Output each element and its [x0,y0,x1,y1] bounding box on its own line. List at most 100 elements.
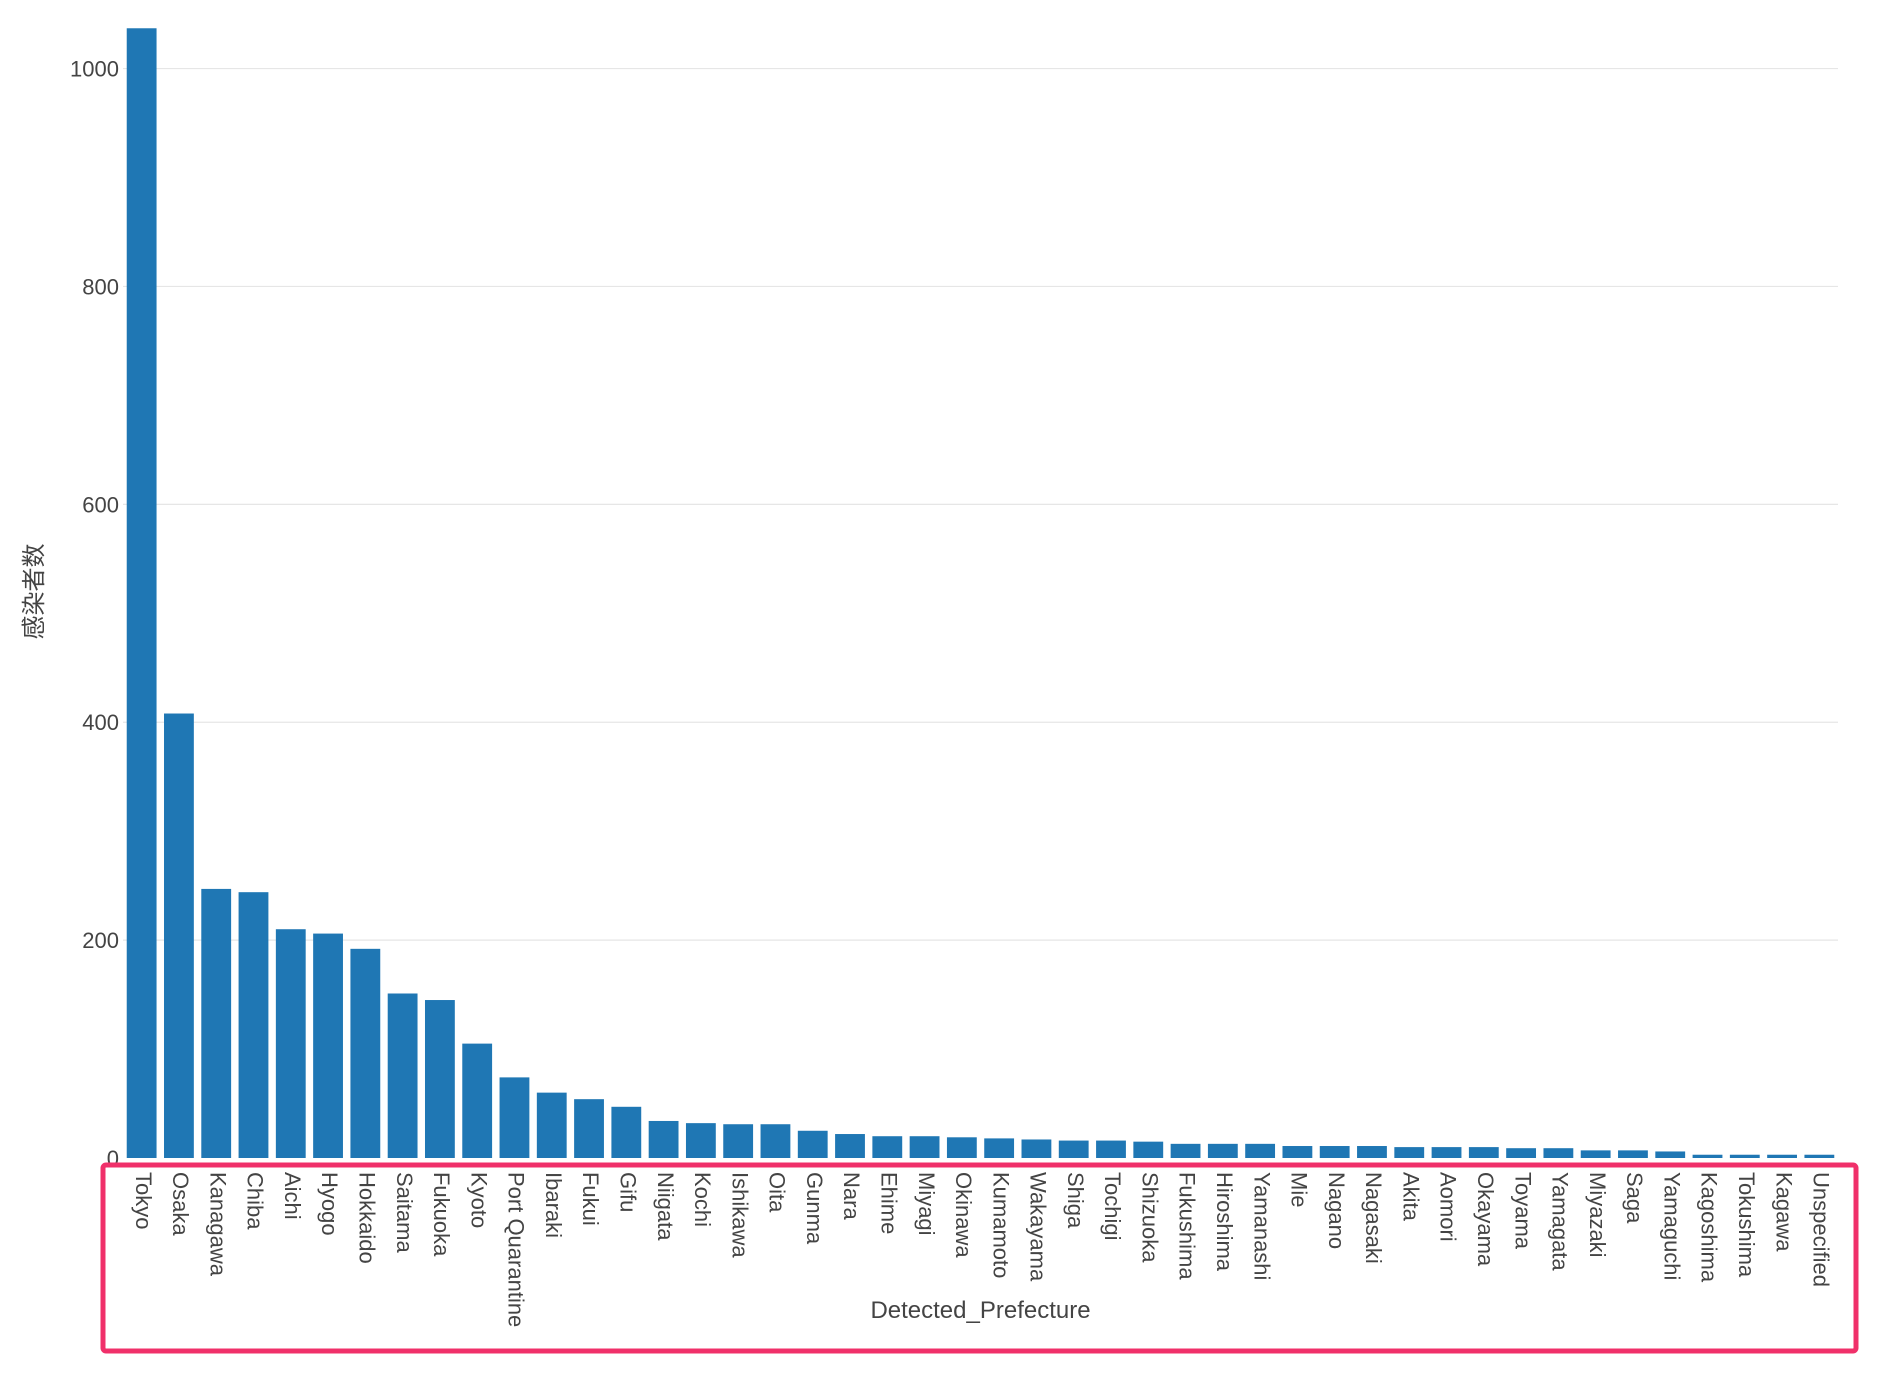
bar[interactable] [835,1134,865,1158]
bar[interactable] [872,1136,903,1158]
x-tick-label: Chiba [243,1172,268,1230]
x-tick-label: Nara [839,1172,864,1220]
bar[interactable] [1506,1148,1537,1158]
bar[interactable] [1580,1150,1611,1158]
bar[interactable] [648,1120,679,1158]
bar[interactable] [1543,1148,1574,1158]
bar[interactable] [760,1124,791,1158]
x-tick-label: Tokyo [131,1172,156,1229]
x-tick-label: Yamagata [1548,1172,1573,1271]
x-tick-label: Ibaraki [541,1172,566,1238]
bar[interactable] [462,1043,493,1158]
bar[interactable] [1804,1154,1835,1158]
bar[interactable] [797,1130,828,1158]
x-tick-label: Port Quarantine [504,1172,529,1327]
x-tick-label: Tochigi [1100,1172,1125,1240]
x-tick-label: Hyogo [317,1172,342,1236]
bar[interactable] [1767,1154,1797,1158]
x-tick-label: Hokkaido [355,1172,380,1264]
bar[interactable] [611,1106,642,1158]
bar[interactable] [1729,1154,1760,1158]
y-tick-label: 600 [82,492,119,517]
x-tick-label: Gifu [616,1172,641,1212]
bar[interactable] [1357,1146,1387,1158]
bar[interactable] [387,993,418,1158]
gridlines [123,67,1838,941]
x-tick-label: Miyagi [914,1172,939,1236]
x-tick-label: Saitama [392,1172,417,1253]
bar[interactable] [499,1077,530,1158]
bar[interactable] [536,1092,567,1158]
x-tick-label: Unspecified [1809,1172,1834,1287]
bar[interactable] [1058,1140,1089,1158]
bar[interactable] [424,1000,455,1158]
bar[interactable] [1319,1146,1350,1158]
bar[interactable] [1096,1140,1126,1158]
bar[interactable] [238,892,269,1158]
bar[interactable] [350,948,381,1158]
highlight-box [100,1162,1859,1354]
x-tick-label: Osaka [168,1172,193,1236]
x-axis-title: Detected_Prefecture [870,1297,1090,1324]
bar[interactable] [1431,1147,1462,1158]
x-tick-label: Nagasaki [1361,1172,1386,1264]
y-tick-label: 200 [82,928,119,953]
x-tick-label: Saga [1622,1172,1647,1224]
x-tick-label: Aomori [1436,1172,1461,1242]
x-tick-label: Shiga [1063,1172,1088,1229]
x-tick-label: Nagano [1324,1172,1349,1249]
bar[interactable] [1468,1147,1499,1158]
bar[interactable] [1245,1143,1276,1158]
x-tick-label: Oita [765,1172,790,1213]
x-tick-label: Ehime [876,1172,901,1234]
x-tick-label: Kochi [690,1172,715,1227]
bar[interactable] [1618,1150,1648,1158]
x-tick-label: Aichi [280,1172,305,1220]
x-tick-label: Niigata [653,1172,678,1241]
bar[interactable] [946,1137,977,1158]
x-tick-label: Wakayama [1026,1172,1051,1282]
x-tick-label: Fukushima [1175,1172,1200,1280]
bar[interactable] [723,1124,754,1158]
x-tick-label: Toyama [1510,1172,1535,1250]
x-tick-label: Kumamoto [988,1172,1013,1278]
bar[interactable] [1692,1154,1723,1158]
bar[interactable] [909,1136,940,1158]
bar[interactable] [984,1138,1015,1158]
bar[interactable] [1207,1143,1238,1158]
bar[interactable] [1394,1147,1425,1158]
bar[interactable] [275,929,306,1158]
bar[interactable] [126,28,157,1158]
bar[interactable] [1282,1146,1313,1158]
x-tick-label: Akita [1398,1172,1423,1222]
x-tick-label: Fukui [578,1172,603,1226]
bar[interactable] [201,888,232,1158]
bar[interactable] [313,933,343,1158]
x-tick-label: Miyazaki [1585,1172,1610,1258]
bar[interactable] [164,713,194,1158]
x-tick-label: Yamaguchi [1659,1172,1684,1280]
x-tick-label: Hiroshima [1212,1172,1237,1272]
x-tick-label: Gunma [802,1172,827,1245]
x-tick-labels: Tokyo Osaka Kanagawa Chiba Aichi Hyogo Hokkaid… [131,1172,1834,1327]
y-tick-label: 400 [82,710,119,735]
bar[interactable] [1655,1151,1686,1158]
bar[interactable] [1170,1143,1201,1158]
x-tick-label: Yamanashi [1249,1172,1274,1280]
bar[interactable] [1021,1139,1052,1158]
bar[interactable] [685,1123,716,1158]
x-tick-label: Shizuoka [1137,1172,1162,1263]
x-tick-label: Okayama [1473,1172,1498,1267]
bars [126,28,1835,1158]
x-tick-label: Kanagawa [205,1172,230,1277]
x-tick-label: Ishikawa [727,1172,752,1258]
x-tick-label: Tokushima [1734,1172,1759,1278]
bar[interactable] [574,1099,604,1158]
y-tick-label: 800 [82,274,119,299]
y-tick-label: 1000 [70,57,119,82]
x-tick-label: Kyoto [466,1172,491,1228]
bar[interactable] [1133,1141,1164,1158]
